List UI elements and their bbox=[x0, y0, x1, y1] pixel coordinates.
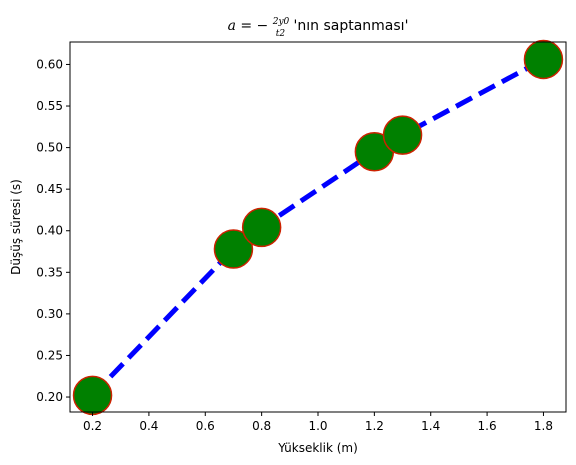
title-fraction-numerator: 2y0 bbox=[272, 17, 290, 27]
data-point-marker bbox=[241, 207, 282, 248]
x-tick-label: 1.2 bbox=[365, 419, 384, 433]
y-tick-label: 0.40 bbox=[36, 224, 63, 238]
x-tick-label: 0.8 bbox=[252, 419, 271, 433]
data-point-marker bbox=[523, 39, 564, 80]
chart-title: a = − 2y0 t2 'nın saptanması' bbox=[228, 12, 409, 40]
series-layer bbox=[72, 39, 564, 416]
x-tick-label: 0.2 bbox=[83, 419, 102, 433]
series-line bbox=[90, 57, 545, 398]
x-tick-label: 1.4 bbox=[421, 419, 440, 433]
y-tick-label: 0.35 bbox=[36, 265, 63, 279]
title-fraction-denominator: t2 bbox=[276, 29, 286, 39]
y-axis-label: Düşüş süresi (s) bbox=[9, 179, 23, 275]
title-prefix: a = − bbox=[228, 18, 269, 34]
x-tick-label: 0.6 bbox=[196, 419, 215, 433]
data-point-marker bbox=[382, 115, 423, 155]
x-axis-label: Yükseklik (m) bbox=[277, 441, 358, 455]
y-tick-label: 0.25 bbox=[36, 348, 63, 362]
title-suffix: 'nın saptanması' bbox=[294, 18, 409, 34]
x-tick-label: 1.8 bbox=[534, 419, 553, 433]
y-tick-label: 0.50 bbox=[36, 141, 63, 155]
y-axis-ticks: 0.20 0.25 0.30 0.35 0.40 0.45 0.50 0.55 0.60 bbox=[36, 57, 70, 404]
y-tick-label: 0.55 bbox=[36, 99, 63, 113]
x-tick-label: 1.0 bbox=[308, 419, 327, 433]
data-point-marker bbox=[213, 229, 254, 269]
y-tick-label: 0.30 bbox=[36, 307, 63, 321]
x-tick-label: 1.6 bbox=[478, 419, 497, 433]
plot-background bbox=[70, 42, 566, 412]
y-tick-label: 0.20 bbox=[36, 390, 63, 404]
y-tick-label: 0.45 bbox=[36, 182, 63, 196]
y-tick-label: 0.60 bbox=[36, 57, 63, 71]
data-point-marker bbox=[72, 375, 113, 416]
x-axis-ticks: 0.2 0.4 0.6 0.8 1.0 1.2 1.4 1.6 1.8 bbox=[83, 412, 553, 433]
x-tick-label: 0.4 bbox=[139, 419, 158, 433]
